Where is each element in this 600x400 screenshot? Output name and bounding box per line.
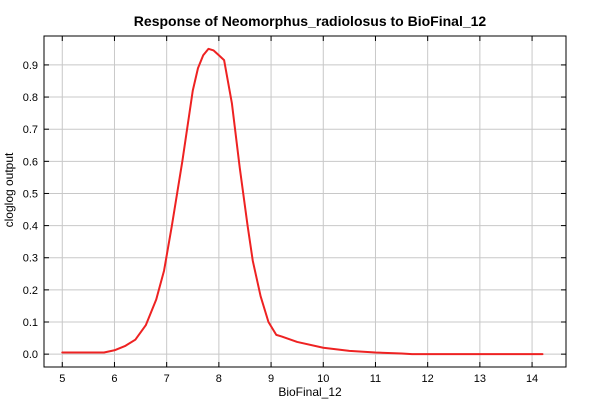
y-axis-label: cloglog output	[2, 152, 16, 227]
x-tick-label: 12	[422, 373, 434, 385]
plot-frame	[43, 35, 567, 368]
y-tick-label: 0.4	[23, 221, 38, 233]
grid-lines	[44, 36, 566, 367]
y-tick-label: 0.8	[23, 92, 38, 104]
x-axis-label: BioFinal_12	[278, 385, 342, 399]
y-tick-label: 0.9	[23, 60, 38, 72]
x-tick-label: 7	[164, 373, 170, 385]
chart-title: Response of Neomorphus_radiolosus to Bio…	[134, 13, 487, 29]
x-tick-label: 10	[317, 373, 329, 385]
x-tick-label: 13	[474, 373, 486, 385]
y-tick-label: 0.3	[23, 253, 38, 265]
y-tick-label: 0.1	[23, 317, 38, 329]
y-tick-label: 0.7	[23, 124, 38, 136]
x-tick-label: 9	[268, 373, 274, 385]
x-tick-label: 8	[216, 373, 222, 385]
y-tick-label: 0.2	[23, 285, 38, 297]
x-tick-label: 11	[370, 373, 381, 385]
y-tick-label: 0.0	[23, 349, 38, 361]
x-tick-label: 6	[111, 373, 117, 385]
y-tick-label: 0.5	[23, 188, 38, 200]
x-tick-label: 5	[59, 373, 65, 385]
series-layer	[61, 47, 544, 356]
x-tick-label: 14	[526, 373, 538, 385]
response-curve-line	[61, 47, 544, 356]
axis-ticks: 5 6 7 8 9 10 11 12 13 14 0.0 0.1 0.2 0.3 0.4 0.5 0.6 0.7 0…	[23, 36, 566, 385]
y-tick-label: 0.6	[23, 156, 38, 168]
